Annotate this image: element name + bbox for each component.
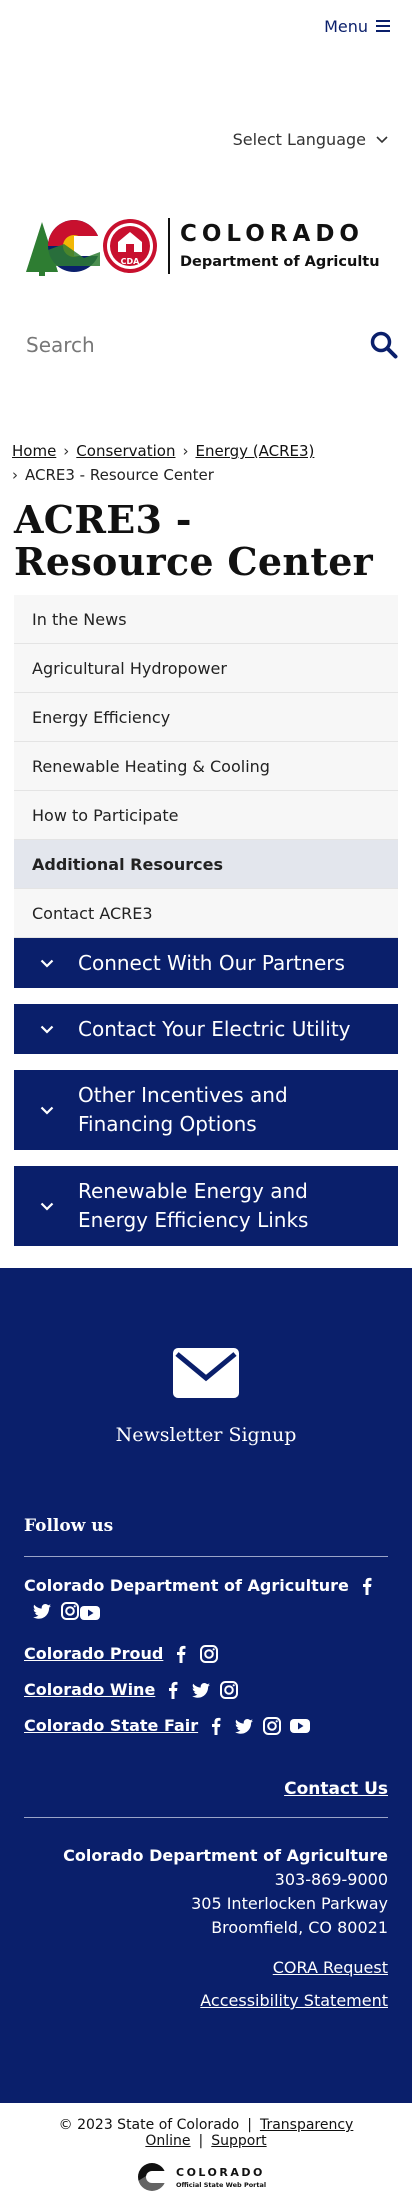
envelope-icon [173,1348,239,1398]
nav-item-in-the-news[interactable]: In the News [14,595,398,644]
facebook-icon[interactable] [206,1716,226,1736]
chevron-down-icon [376,135,388,143]
twitter-icon[interactable] [234,1716,254,1736]
bottom-links: © 2023 State of Colorado | Transparency On… [0,2103,412,2149]
nav-item-renewable-heating-cooling[interactable]: Renewable Heating & Cooling [14,742,398,791]
logo-text-sub: Department of Agriculture [180,254,380,270]
breadcrumb-separator-icon: › [63,442,70,460]
accordion-connect-partners[interactable]: Connect With Our Partners [14,938,398,988]
colorado-portal-logo[interactable]: COLORADO Official State Web Portal [0,2161,412,2191]
social-link[interactable]: Colorado Proud [24,1644,164,1663]
breadcrumb-home[interactable]: Home [12,442,57,460]
state-bottom-bar: © 2023 State of Colorado | Transparency On… [0,2103,412,2191]
breadcrumb-energy[interactable]: Energy (ACRE3) [195,442,315,460]
instagram-icon[interactable] [262,1716,282,1736]
accordion-contact-utility[interactable]: Contact Your Electric Utility [14,1004,398,1054]
chevron-down-icon [32,1025,62,1034]
accessibility-statement-link[interactable]: Accessibility Statement [200,1991,388,2010]
follow-us: Follow us Colorado Department of Agricul… [0,1516,412,1739]
nav-item-additional-resources[interactable]: Additional Resources [14,840,398,889]
breadcrumb-current: ACRE3 - Resource Center [25,466,214,484]
social-name: Colorado Department of Agriculture [24,1576,349,1595]
language-select[interactable]: Select Language [233,130,388,149]
language-label: Select Language [232,130,366,149]
phone: 303-869-9000 [274,1870,388,1889]
search-icon[interactable] [370,331,398,359]
facebook-icon[interactable] [163,1680,183,1700]
nav-item-how-to-participate[interactable]: How to Participate [14,791,398,840]
section-nav: In the News Agricultural Hydropower Ener… [14,595,398,938]
social-colorado-proud: Colorado Proud [24,1641,388,1667]
contact-us-link[interactable]: Contact Us [284,1779,388,1799]
newsletter-signup[interactable]: Newsletter Signup [0,1268,412,1446]
accordion-renewable-links[interactable]: Renewable Energy and Energy Efficiency L… [14,1166,398,1246]
transparency-online-link[interactable]: Transparency Online [145,2117,354,2149]
breadcrumb-separator-icon: › [182,442,189,460]
instagram-icon[interactable] [60,1601,80,1621]
youtube-icon[interactable] [290,1716,311,1736]
hamburger-icon [376,20,390,32]
logo-badge-text: CDA [121,257,141,266]
org-name: Colorado Department of Agriculture [63,1846,388,1865]
social-link[interactable]: Colorado State Fair [24,1716,199,1735]
portal-sub: Official State Web Portal [176,2181,266,2189]
newsletter-label: Newsletter Signup [115,1424,297,1446]
instagram-icon[interactable] [199,1644,219,1664]
twitter-icon[interactable] [191,1680,211,1700]
address-line-1: 305 Interlocken Parkway [191,1894,388,1913]
facebook-icon[interactable] [357,1576,377,1596]
breadcrumb-separator-icon: › [12,466,18,484]
logo-text-main: COLORADO [180,221,364,247]
nav-item-energy-efficiency[interactable]: Energy Efficiency [14,693,398,742]
accordion-label: Connect With Our Partners [78,950,345,975]
nav-item-agricultural-hydropower[interactable]: Agricultural Hydropower [14,644,398,693]
twitter-icon[interactable] [32,1601,52,1621]
site-footer: Newsletter Signup Follow us Colorado Dep… [0,1268,412,2103]
address: Colorado Department of Agriculture 303-8… [24,1844,388,1940]
social-link[interactable]: Colorado Wine [24,1680,156,1699]
menu-label: Menu [324,16,368,36]
language-row: Select Language [0,130,412,149]
youtube-icon[interactable] [80,1603,100,1623]
contact-block: Contact Us Colorado Department of Agricu… [0,1779,412,2010]
social-colorado-state-fair: Colorado State Fair [24,1713,388,1739]
nav-item-contact-acre3[interactable]: Contact ACRE3 [14,889,398,938]
follow-title: Follow us [24,1516,388,1557]
portal-name: COLORADO [176,2166,265,2179]
address-line-2: Broomfield, CO 80021 [211,1918,388,1937]
support-link[interactable]: Support [211,2133,267,2149]
facebook-icon[interactable] [171,1644,191,1664]
accordion-label: Contact Your Electric Utility [78,1016,351,1041]
cora-request-link[interactable]: CORA Request [272,1958,388,1977]
breadcrumb-conservation[interactable]: Conservation [76,442,176,460]
pipe-divider: | [198,2133,204,2149]
accordion-other-incentives[interactable]: Other Incentives and Financing Options [14,1070,398,1150]
page-title: ACRE3 - Resource Center [14,497,373,584]
breadcrumb: Home › Conservation › Energy (ACRE3) › ACRE3 … [0,439,412,487]
cda-logo[interactable]: CDA COLORADO Department of Agriculture [0,211,412,281]
chevron-down-icon [32,1202,62,1211]
accordion-label: Renewable Energy and Energy Efficiency L… [78,1179,309,1232]
menu-button[interactable]: Menu [324,17,390,36]
cda-logo-mark: CDA COLORADO Department of Agriculture [26,218,380,276]
chevron-down-icon [32,1106,62,1115]
search-bar [0,299,412,391]
pipe-divider: | [247,2117,252,2133]
copyright: © 2023 State of Colorado [58,2117,240,2133]
search-input[interactable] [26,333,326,357]
social-colorado-wine: Colorado Wine [24,1677,388,1703]
social-cda: Colorado Department of Agriculture [24,1573,388,1623]
top-bar: Menu [0,0,412,52]
instagram-icon[interactable] [219,1680,239,1700]
accordion-list: Connect With Our Partners Contact Your E… [14,938,398,1246]
accordion-label: Other Incentives and Financing Options [78,1083,288,1136]
colorado-portal-logo-mark: COLORADO Official State Web Portal [138,2163,266,2191]
divider [24,1817,388,1818]
chevron-down-icon [32,959,62,968]
